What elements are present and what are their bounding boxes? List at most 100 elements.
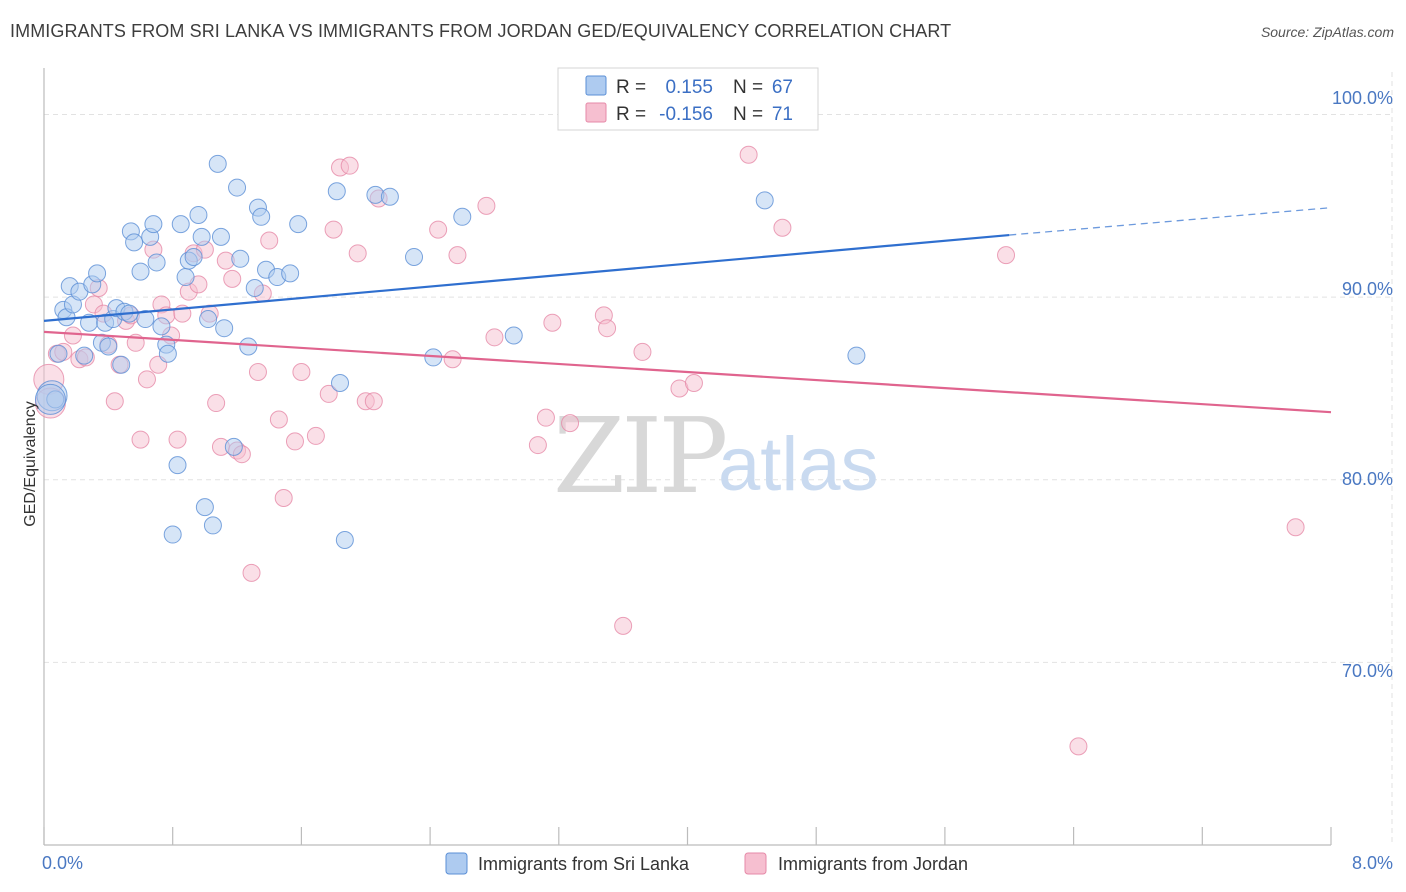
point-sri-lanka-14 (99, 337, 118, 356)
legend-r-value-jordan: -0.156 (659, 104, 713, 125)
point-jordan-38 (260, 231, 279, 250)
gridlines (44, 72, 1393, 845)
legend-r-label-sri-lanka: R = (616, 77, 646, 98)
point-sri-lanka-53 (281, 264, 300, 283)
legend-r-label-jordan: R = (616, 104, 646, 125)
point-jordan-45 (324, 220, 343, 239)
y-tick-label-70: 70.0% (1342, 661, 1393, 681)
point-sri-lanka-40 (203, 516, 222, 535)
trend-line-sri-lanka-extension (1009, 207, 1332, 236)
point-jordan-36 (248, 363, 267, 382)
point-jordan-42 (292, 363, 311, 382)
watermark: ZIP atlas (553, 395, 879, 517)
point-sri-lanka-39 (199, 310, 218, 329)
point-sri-lanka-38 (195, 498, 214, 517)
legend-n-value-jordan: 71 (772, 104, 793, 125)
point-sri-lanka-37 (192, 227, 211, 246)
point-jordan-56 (485, 328, 504, 347)
watermark-zip: ZIP (553, 395, 725, 517)
point-sri-lanka-42 (211, 227, 230, 246)
legend-n-label-sri-lanka: N = (733, 77, 763, 98)
series-legend-swatch-sri-lanka (445, 852, 468, 875)
point-sri-lanka-11 (88, 264, 107, 283)
point-jordan-67 (739, 145, 758, 164)
point-sri-lanka-47 (239, 337, 258, 356)
point-sri-lanka-31 (168, 456, 187, 475)
data-points (33, 145, 1305, 756)
point-sri-lanka-17 (112, 355, 131, 374)
point-jordan-10 (105, 392, 124, 411)
point-sri-lanka-32 (171, 215, 190, 234)
point-sri-lanka-54 (289, 215, 308, 234)
source-credit: Source: ZipAtlas.com (1260, 24, 1394, 40)
point-jordan-69 (997, 246, 1016, 265)
point-jordan-41 (285, 432, 304, 451)
point-sri-lanka-56 (331, 373, 350, 392)
point-sri-lanka-33 (176, 268, 195, 287)
point-sri-lanka-57 (335, 531, 354, 550)
trend-line-sri-lanka (43, 233, 1010, 322)
point-jordan-16 (137, 370, 156, 389)
point-jordan-3 (63, 326, 82, 345)
point-jordan-66 (684, 373, 703, 392)
point-sri-lanka-35 (184, 247, 203, 266)
point-jordan-15 (131, 430, 150, 449)
point-jordan-54 (448, 246, 467, 265)
point-jordan-53 (443, 350, 462, 369)
point-sri-lanka-65 (847, 346, 866, 365)
series-legend: Immigrants from Sri Lanka Immigrants fro… (445, 852, 968, 875)
point-jordan-70 (1286, 518, 1305, 537)
point-jordan-44 (319, 384, 338, 403)
y-axis-label: GED/Equivalency (22, 401, 39, 526)
point-sri-lanka-59 (380, 187, 399, 206)
point-sri-lanka-21 (125, 233, 144, 252)
point-jordan-60 (561, 414, 580, 433)
point-sri-lanka-55 (327, 182, 346, 201)
legend-n-value-sri-lanka: 67 (772, 77, 793, 98)
point-jordan-59 (543, 313, 562, 332)
point-sri-lanka-26 (147, 253, 166, 272)
trend-lines (43, 207, 1332, 414)
point-sri-lanka-48 (245, 279, 264, 298)
watermark-atlas: atlas (718, 422, 879, 507)
y-tick-label-100: 100.0% (1332, 88, 1393, 108)
series-legend-swatch-jordan (744, 852, 767, 875)
point-sri-lanka-46 (231, 249, 250, 268)
point-sri-lanka-64 (755, 191, 774, 210)
point-jordan-48 (348, 244, 367, 263)
point-jordan-62 (598, 319, 617, 338)
point-sri-lanka-50 (252, 207, 271, 226)
point-jordan-64 (633, 342, 652, 361)
point-sri-lanka-36 (189, 205, 208, 224)
point-jordan-50 (364, 392, 383, 411)
legend-swatch-sri-lanka (585, 75, 607, 96)
x-tick-label-min: 0.0% (42, 853, 83, 873)
point-jordan-63 (614, 616, 633, 635)
x-tick-label-max: 8.0% (1352, 853, 1393, 873)
point-sri-lanka-44 (224, 437, 243, 456)
point-sri-lanka-66 (34, 383, 66, 415)
point-sri-lanka-23 (136, 310, 155, 329)
point-sri-lanka-30 (163, 525, 182, 544)
stats-legend: R = 0.155 N = 67 R = -0.156 N = 71 (557, 67, 819, 131)
legend-n-label-jordan: N = (733, 104, 763, 125)
point-sri-lanka-41 (208, 154, 227, 173)
point-jordan-29 (207, 394, 226, 413)
point-jordan-39 (269, 410, 288, 429)
point-sri-lanka-27 (152, 317, 171, 336)
point-jordan-32 (223, 269, 242, 288)
series-legend-label-jordan: Immigrants from Jordan (778, 854, 968, 874)
point-jordan-55 (477, 196, 496, 215)
point-sri-lanka-2 (49, 344, 68, 363)
point-jordan-71 (1069, 737, 1088, 756)
point-sri-lanka-22 (131, 262, 150, 281)
point-jordan-40 (274, 489, 293, 508)
point-jordan-57 (528, 436, 547, 455)
point-jordan-47 (340, 156, 359, 175)
point-sri-lanka-60 (405, 247, 424, 266)
point-sri-lanka-8 (75, 346, 94, 365)
point-sri-lanka-45 (228, 178, 247, 197)
series-legend-label-sri-lanka: Immigrants from Sri Lanka (478, 854, 690, 874)
point-jordan-58 (536, 408, 555, 427)
